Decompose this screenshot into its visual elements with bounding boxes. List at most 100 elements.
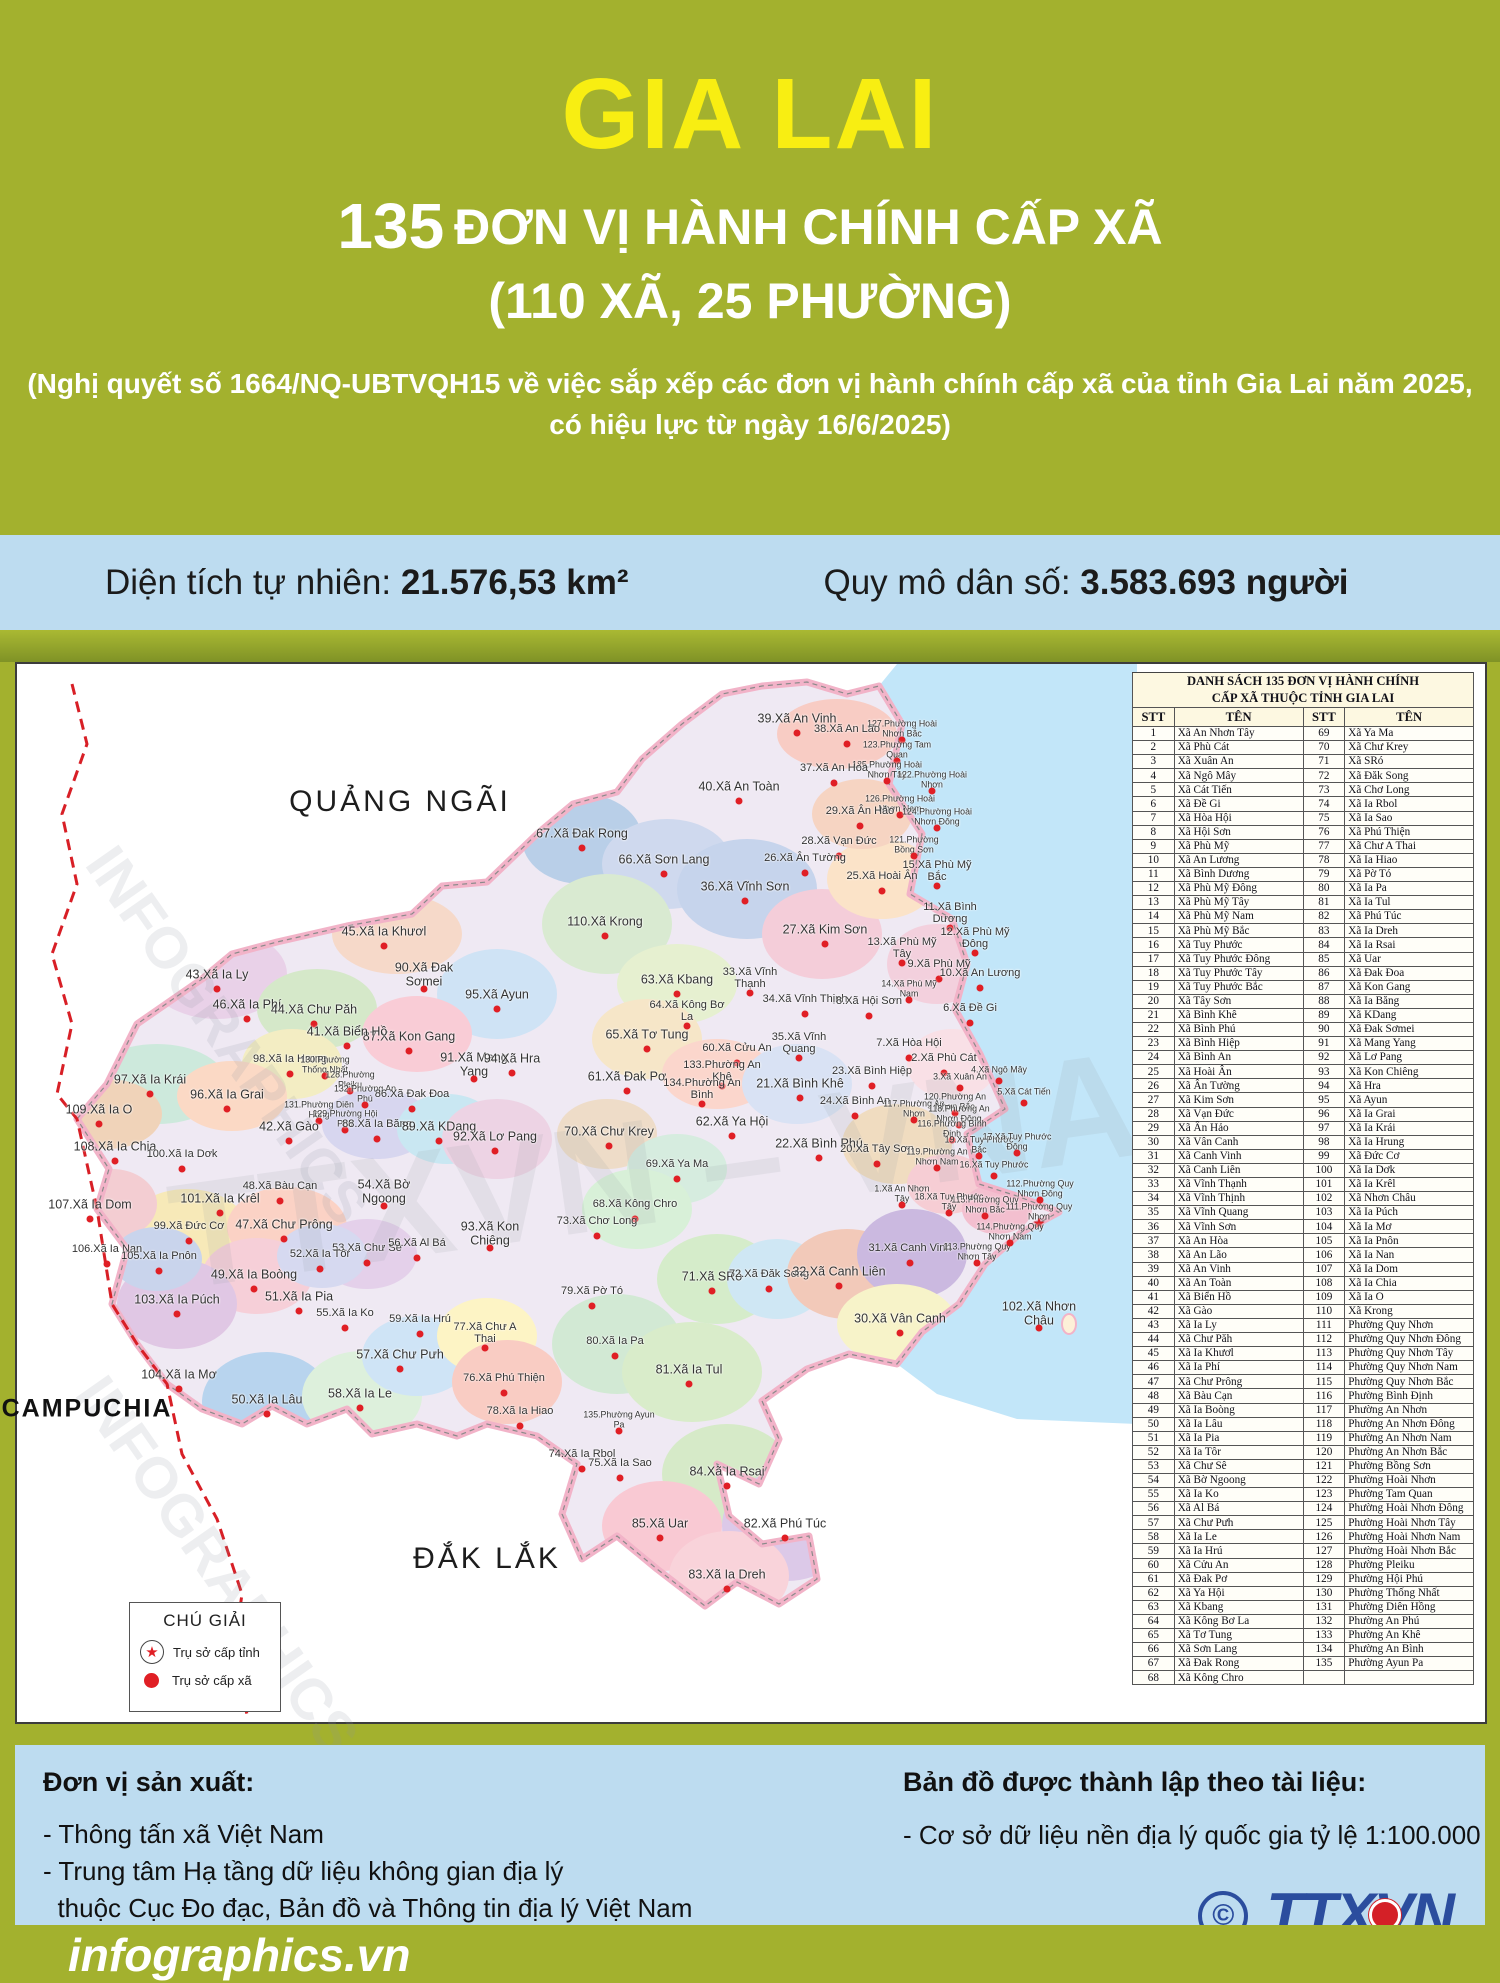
sea: [879, 664, 1137, 1424]
map-label: 99.Xã Đức Cơ: [153, 1220, 225, 1233]
commune-dot: [310, 1020, 318, 1028]
table-row: 37 Xã An Hòa 105 Xã Ia Pnôn: [1132, 1233, 1474, 1249]
map-label: 96.Xã Ia Grai: [190, 1087, 264, 1102]
commune-dot: [578, 1465, 586, 1473]
commune-dot: [728, 1132, 736, 1140]
commune-dot: [341, 1324, 349, 1332]
table-row: 20 Xã Tây Sơn 88 Xã Ia Băng: [1132, 993, 1474, 1009]
map-label: 77.Xã Chư A Thai: [453, 1321, 517, 1345]
map-label: 103.Xã Ia Púch: [134, 1292, 220, 1307]
commune-dot: [276, 1197, 284, 1205]
legend-item-province-hq: ★ Trụ sở cấp tỉnh: [140, 1640, 270, 1664]
map-label: 68.Xã Kông Chro: [592, 1198, 678, 1211]
commune-dot: [470, 1075, 478, 1083]
commune-dot: [516, 1422, 524, 1430]
map-label: 52.Xã Ia Tôr: [289, 1248, 351, 1261]
map-label: 63.Xã Kbang: [640, 972, 714, 987]
commune-dot: [698, 1100, 706, 1108]
map-label: 44.Xã Chư Păh: [270, 1002, 358, 1017]
map-label: 64.Xã Kông Bơ La: [649, 999, 725, 1023]
table-row: 14 Xã Phù Mỹ Nam 82 Xã Phú Túc: [1132, 909, 1474, 925]
map-label: 80.Xã Ia Pa: [586, 1335, 644, 1348]
commune-dot: [493, 1005, 501, 1013]
commune-dot: [801, 1010, 809, 1018]
map-label: 28.Xã Vạn Đức: [801, 835, 877, 848]
table-row: 49 Xã Ia Boòng 117 Phường An Nhơn: [1132, 1402, 1474, 1418]
table-row: 59 Xã Ia Hrú 127 Phường Hoài Nhơn Bắc: [1132, 1543, 1474, 1559]
commune-dot: [981, 1212, 989, 1220]
commune-dot: [588, 1302, 596, 1310]
commune-dot: [611, 1352, 619, 1360]
commune-dot: [856, 822, 864, 830]
region-label: CAMPUCHIA: [1, 1394, 173, 1423]
commune-dot: [975, 1152, 983, 1160]
table-header: STT TÊN STT TÊN: [1132, 707, 1474, 727]
commune-dot: [966, 1019, 974, 1027]
table-row: 10 Xã An Lương 78 Xã Ia Hiao: [1132, 852, 1474, 868]
map-label: 66.Xã Sơn Lang: [618, 852, 710, 867]
commune-dot: [656, 1534, 664, 1542]
commune-dot: [263, 1410, 271, 1418]
map-label: 41.Xã Biển Hồ: [306, 1024, 388, 1039]
table-row: 21 Xã Bình Khê 89 Xã KDang: [1132, 1007, 1474, 1023]
map-label: 26.Xã Ân Tường: [764, 852, 846, 865]
table-row: 53 Xã Chư Sê 121 Phường Bồng Sơn: [1132, 1458, 1474, 1474]
map-label: 85.Xã Uar: [631, 1516, 689, 1531]
map-labels-layer: QUẢNG NGÃI CAMPUCHIA ĐẮK LẮK 43.Xã Ia Ly 46.…: [2, 664, 1485, 1722]
subtitle-breakdown: (110 XÃ, 25 PHƯỜNG): [488, 273, 1012, 330]
map-label: 31.Xã Canh Vinh: [868, 1242, 952, 1255]
commune-dot: [185, 1237, 193, 1245]
commune-dot: [673, 1175, 681, 1183]
commune-dot: [765, 1285, 773, 1293]
commune-dot: [146, 1090, 154, 1098]
commune-dot: [830, 779, 838, 787]
commune-dot: [673, 990, 681, 998]
map-label: 17.Xã Tuy Phước Đông: [982, 1131, 1052, 1151]
commune-dot: [898, 1201, 906, 1209]
table-row: 38 Xã An Lão 106 Xã Ia Nan: [1132, 1247, 1474, 1263]
commune-dot: [155, 1267, 163, 1275]
map-label: 24.Xã Bình An: [819, 1095, 891, 1108]
table-row: 29 Xã Ân Hảo 97 Xã Ia Krái: [1132, 1120, 1474, 1136]
commune-dot: [896, 1329, 904, 1337]
map-label: 89.Xã KDang: [401, 1119, 477, 1134]
commune-dot: [935, 975, 943, 983]
commune-dot: [945, 1209, 953, 1217]
producer-lines: - Thông tấn xã Việt Nam - Trung tâm Hạ t…: [43, 1819, 693, 1923]
map-label: 127.Phường Hoài Nhơn Bắc: [867, 718, 937, 738]
map-label: 100.Xã Ia Dơk: [146, 1148, 218, 1161]
map-label: 58.Xã Ia Le: [328, 1386, 392, 1401]
map-label: 92.Xã Lơ Pang: [453, 1129, 537, 1144]
table-row: 40 Xã An Toàn 108 Xã Ia Chia: [1132, 1275, 1474, 1291]
table-row: 39 Xã An Vinh 107 Xã Ia Dom: [1132, 1261, 1474, 1277]
map-label: 51.Xã Ia Pia: [264, 1289, 334, 1304]
commune-dot: [173, 1310, 181, 1318]
commune-dot: [898, 959, 906, 967]
commune-dot: [868, 1082, 876, 1090]
table-row: 54 Xã Bờ Ngoong 122 Phường Hoài Nhơn: [1132, 1472, 1474, 1489]
commune-dot: [835, 1282, 843, 1290]
population-stat: Quy mô dân số: 3.583.693 người: [823, 563, 1348, 603]
table-row: 34 Xã Vĩnh Thịnh 102 Xã Nhơn Châu: [1132, 1191, 1474, 1207]
map-label: 49.Xã Ia Boòng: [210, 1267, 298, 1282]
commune-dot: [910, 1116, 918, 1124]
commune-dot: [286, 1070, 294, 1078]
table-row: 33 Xã Vĩnh Thạnh 101 Xã Ia Krêl: [1132, 1176, 1474, 1193]
commune-dot: [356, 1404, 364, 1412]
subtitle-units: 135 ĐƠN VỊ HÀNH CHÍNH CẤP XÃ: [0, 192, 1500, 260]
map-label: 123.Phường Tam Quan: [862, 739, 932, 759]
commune-dot: [893, 757, 901, 765]
table-row: 5 Xã Cát Tiến 73 Xã Chơ Long: [1132, 782, 1474, 798]
source-block: Bản đồ được thành lập theo tài liệu: - C…: [903, 1767, 1481, 1851]
table-row: 52 Xã Ia Tôr 120 Phường An Nhơn Bắc: [1132, 1444, 1474, 1460]
table-row: 58 Xã Ia Le 126 Phường Hoài Nhơn Nam: [1132, 1529, 1474, 1545]
map-label: 42.Xã Gào: [259, 1119, 319, 1134]
map-label: 4.Xã Ngô Mây: [971, 1064, 1027, 1075]
table-row: 9 Xã Phù Mỹ 77 Xã Chư A Thai: [1132, 838, 1474, 854]
unit-count-label: ĐƠN VỊ HÀNH CHÍNH CẤP XÃ: [454, 199, 1163, 255]
table-row: 15 Xã Phù Mỹ Bắc 83 Xã Ia Dreh: [1132, 923, 1474, 939]
commune-dot: [416, 1330, 424, 1338]
table-row: 43 Xã Ia Ly 111 Phường Quy Nhơn: [1132, 1317, 1474, 1334]
commune-dot: [1035, 1324, 1043, 1332]
island-nhon-chau: [1061, 1313, 1077, 1335]
